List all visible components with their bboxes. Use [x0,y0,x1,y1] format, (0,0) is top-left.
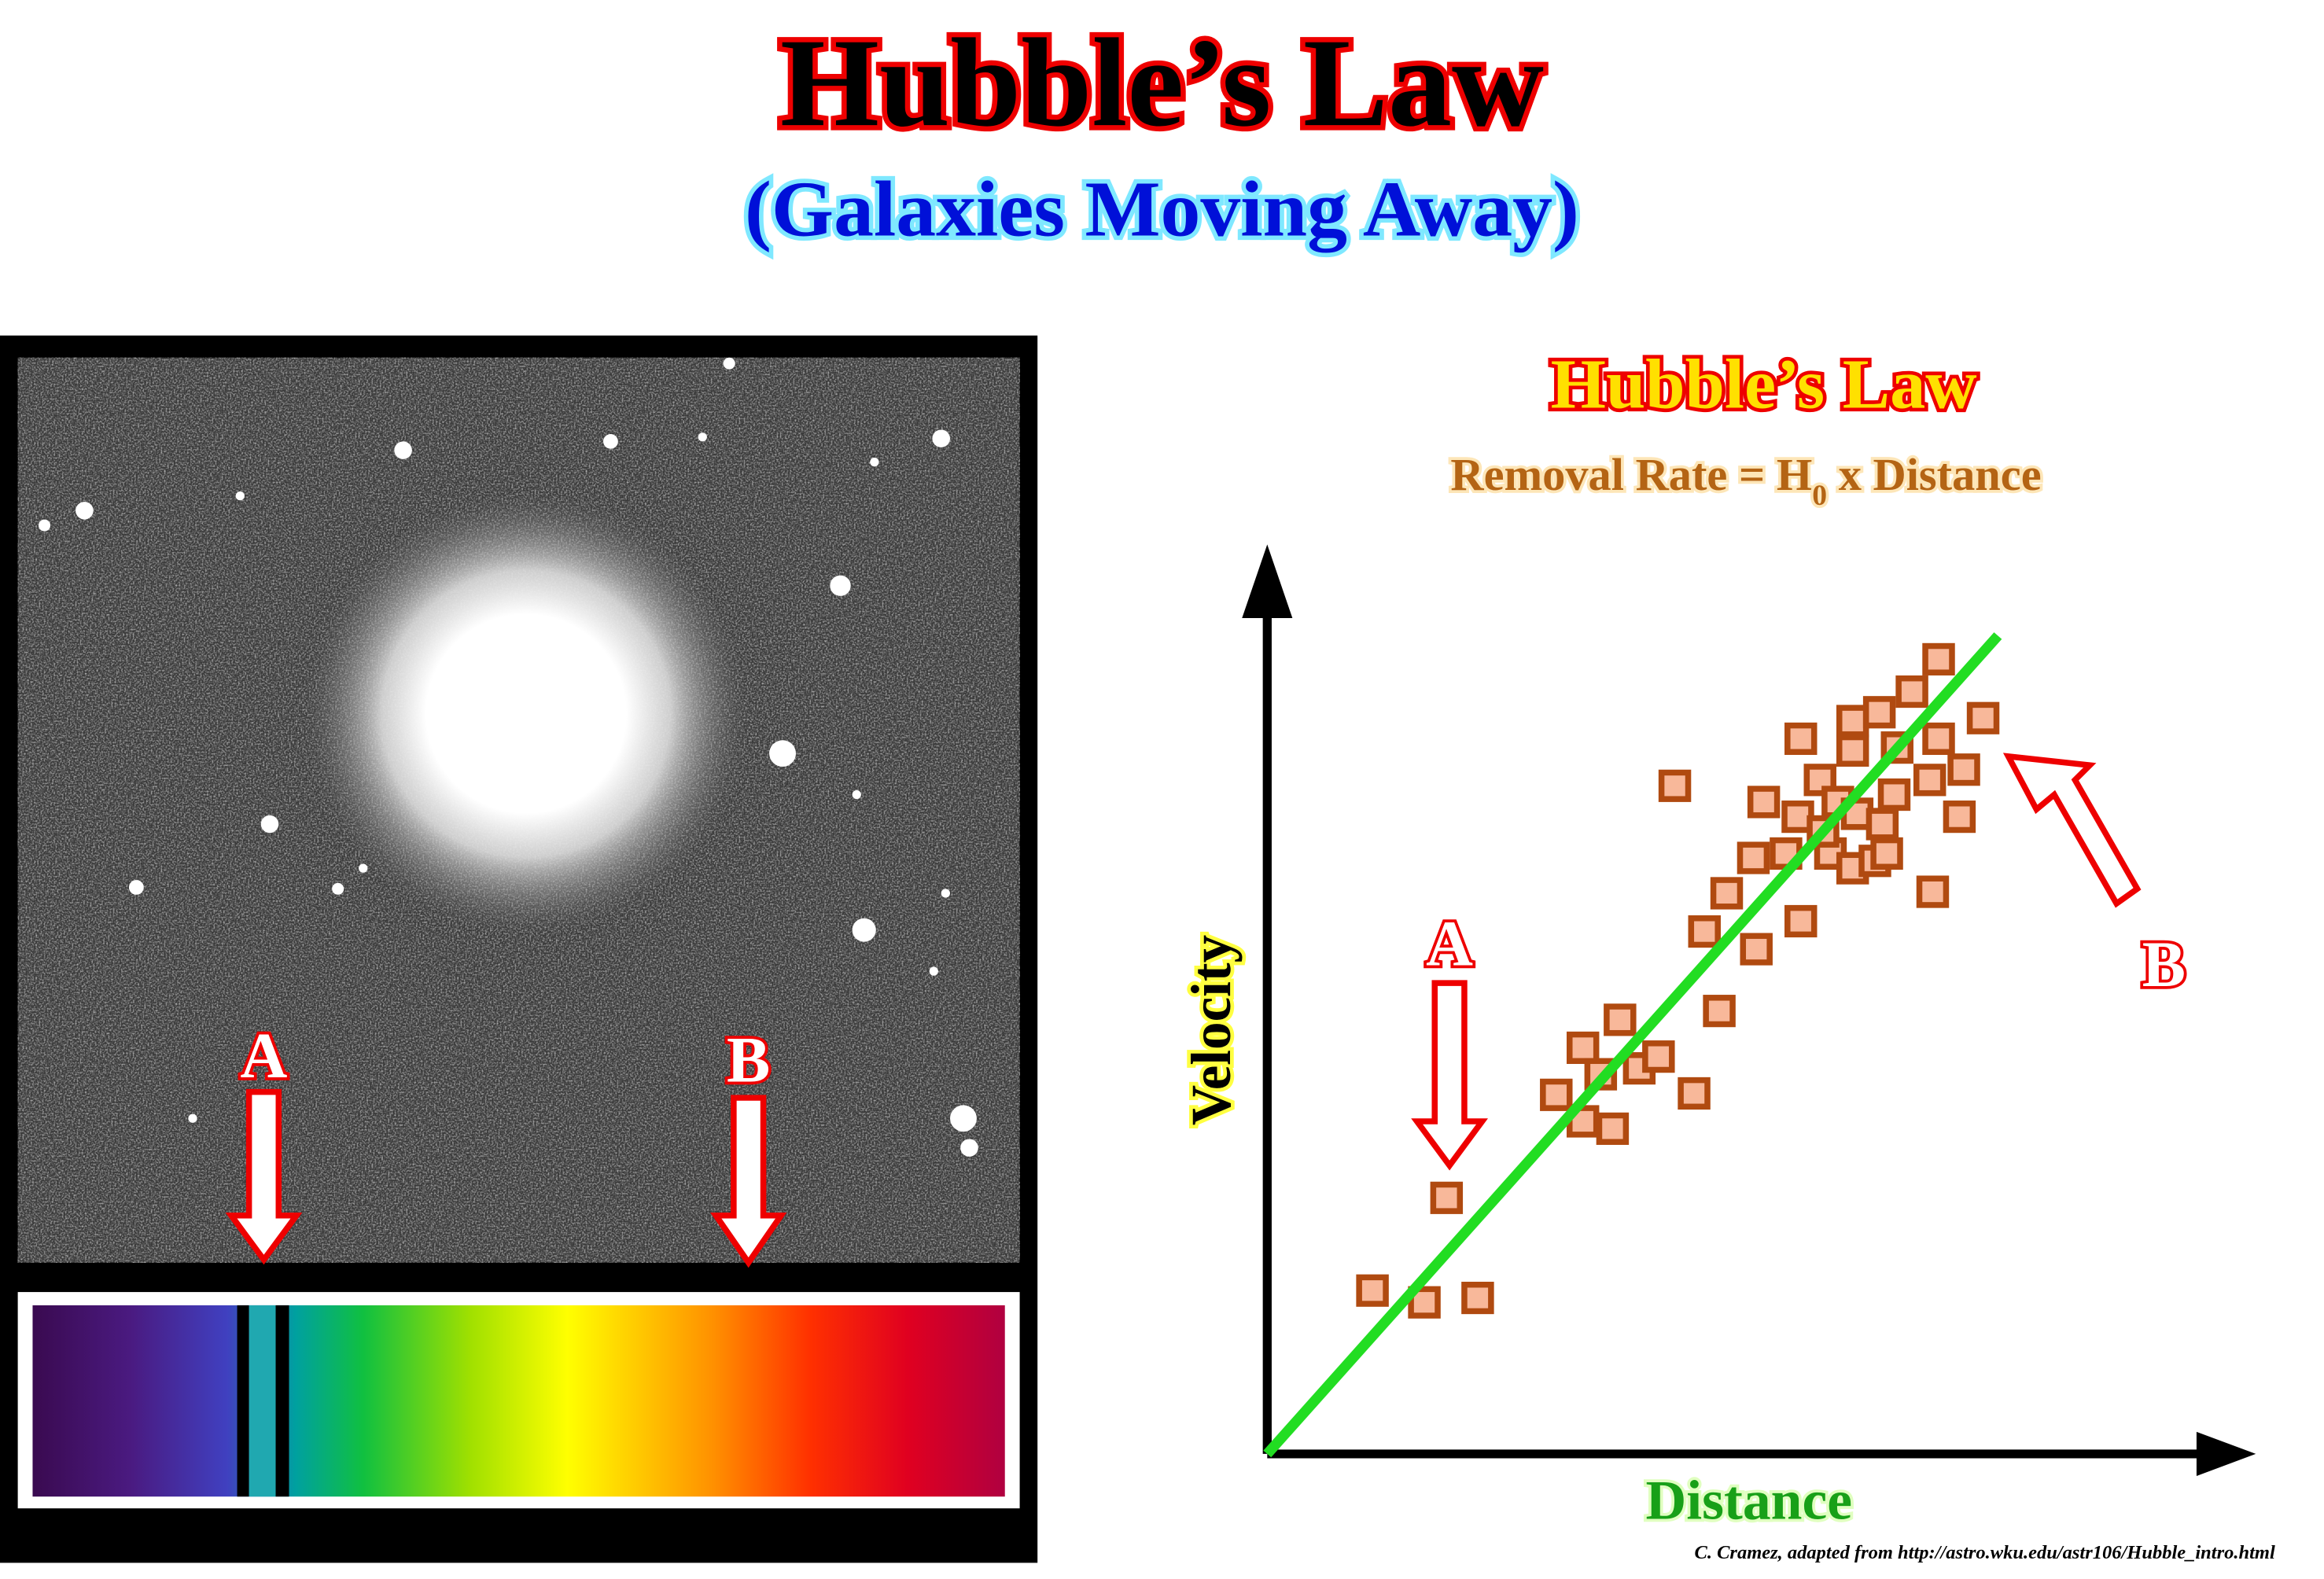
graph-title: Hubble’s Law [1551,346,1977,424]
data-point [1865,808,1899,841]
data-point [1862,696,1896,729]
formula: Removal Rate = H0 x Distance [1450,449,2041,511]
star [960,1139,978,1157]
star [830,575,851,596]
data-point [1913,764,1946,797]
data-point [1877,778,1911,812]
star [332,882,344,895]
data-point [1356,1274,1389,1307]
graph-arrow-b [2002,753,2142,908]
star [929,966,938,976]
data-point [1947,753,1980,786]
data-point [1740,933,1773,966]
star [76,502,94,520]
label-b: B [727,1024,770,1096]
data-point [1604,1003,1637,1036]
data-point [1922,722,1955,756]
star [852,790,861,800]
y-axis-label: Velocity [1180,935,1243,1125]
data-point [1836,705,1869,738]
data-point [1895,675,1928,709]
graph-label-a: A [1426,907,1473,980]
subtitle: (Galaxies Moving Away) [745,165,1579,253]
data-point [1703,995,1736,1028]
data-point [1642,1040,1675,1073]
galaxy-photo [0,335,1038,1563]
arrow-b [710,1095,787,1268]
star [188,1113,197,1123]
data-point [1461,1281,1494,1315]
data-point [1943,801,1976,834]
spectrum [32,1305,1005,1497]
data-point [1737,841,1770,874]
data-point [1916,875,1950,908]
y-arrowhead [1242,544,1293,618]
arrow-a [225,1088,303,1265]
star [870,458,879,467]
trend-line [1263,632,2002,1458]
title: Hubble’s Law [780,13,1544,153]
data-point [1747,786,1781,819]
star [769,740,797,767]
star [128,880,144,895]
formula-prefix: Removal Rate = H [1450,449,1812,500]
star [723,357,735,370]
data-point [1922,642,1955,675]
star [603,434,618,449]
data-point [1540,1078,1573,1111]
star [698,432,707,442]
star [38,519,51,532]
star [852,918,876,942]
data-point [1784,904,1818,938]
data-point [1836,734,1869,767]
data-points [1356,642,2000,1319]
star [359,863,368,873]
star [941,889,951,898]
formula-subscript: 0 [1812,480,1827,512]
star [260,815,279,834]
label-a: A [241,1019,288,1091]
data-point [1784,722,1818,756]
x-axis-label: Distance [1646,1469,1853,1531]
star [932,429,951,447]
data-point [1658,769,1692,802]
data-point [1688,915,1721,948]
star [235,491,245,501]
data-point [1408,1286,1441,1319]
graph-label-b: B [2142,928,2186,1000]
data-point [1566,1031,1600,1065]
data-point [1430,1181,1464,1214]
graph-arrow-a [1411,980,1489,1171]
data-point [1596,1112,1630,1145]
data-point [1678,1077,1711,1110]
data-point [1870,837,1903,870]
x-arrowhead [2196,1431,2256,1477]
credit: C. Cramez, adapted from http://astro.wku… [1695,1542,2275,1563]
data-point [1710,877,1744,910]
star [950,1105,977,1132]
star [394,441,412,459]
formula-suffix: x Distance [1827,449,2042,500]
data-point [1966,701,2000,734]
